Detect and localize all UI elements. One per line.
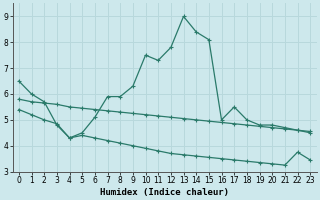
X-axis label: Humidex (Indice chaleur): Humidex (Indice chaleur)	[100, 188, 229, 197]
